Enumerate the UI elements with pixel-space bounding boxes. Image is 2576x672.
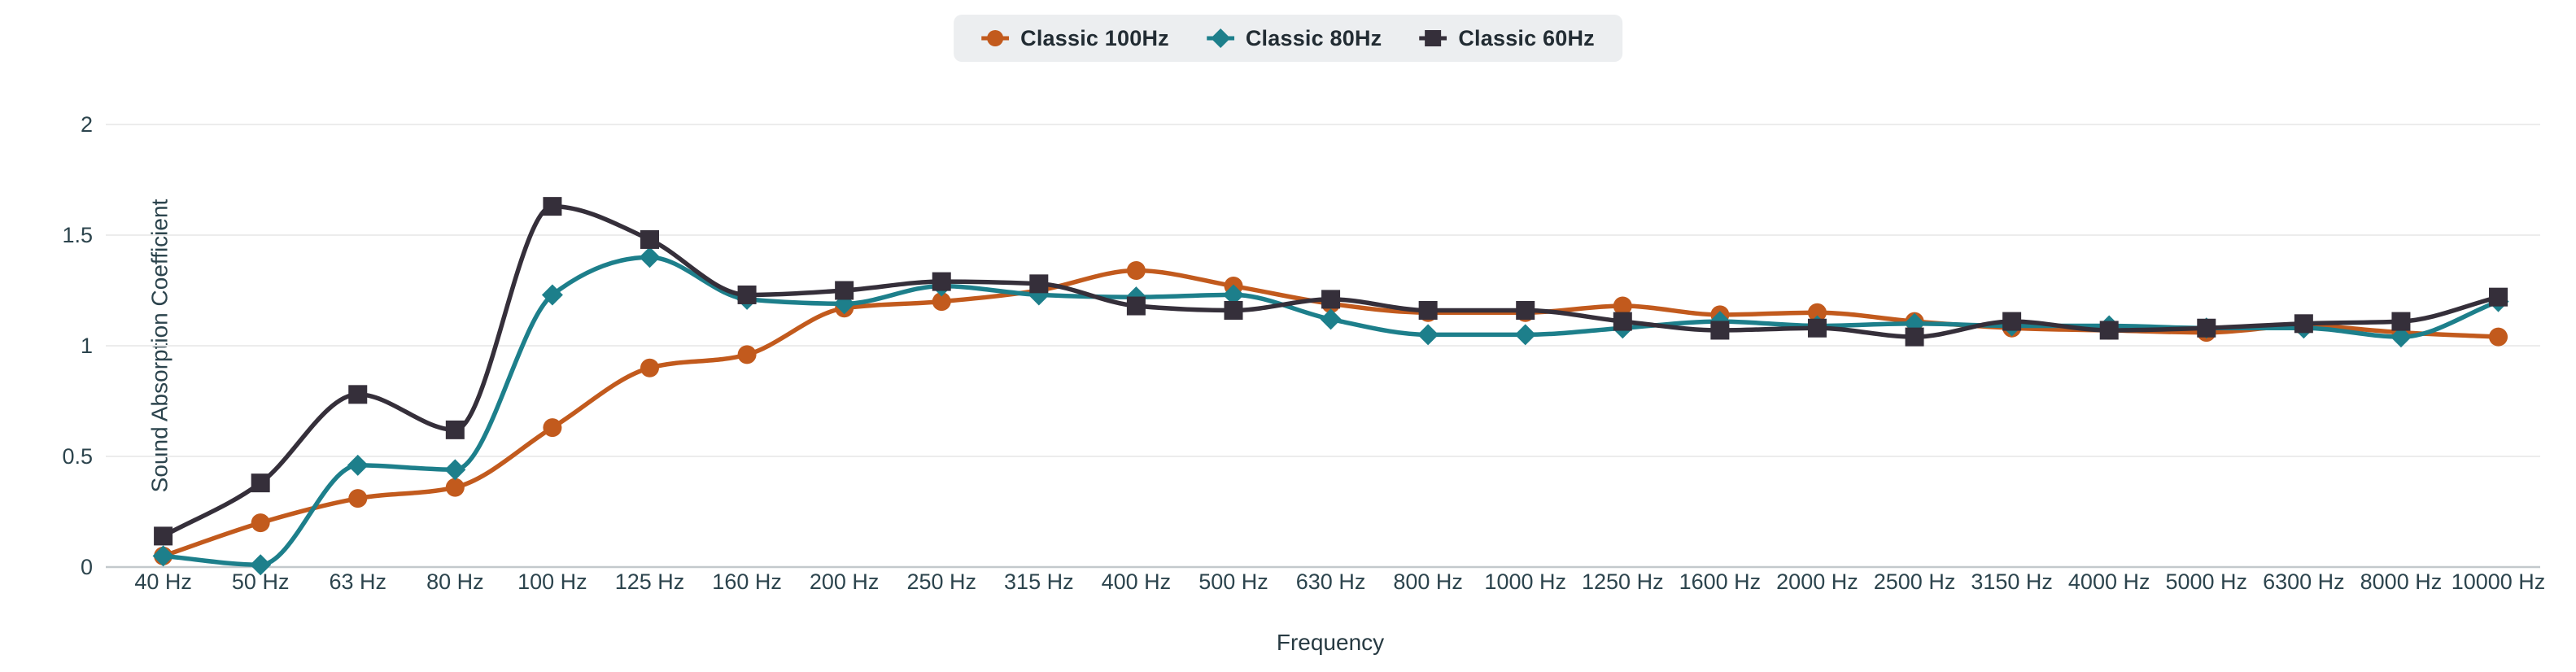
marker-classic-80hz-80-hz[interactable] <box>444 459 466 481</box>
x-tick-label: 3150 Hz <box>1971 569 2053 594</box>
marker-classic-80hz-125-hz[interactable] <box>639 247 661 268</box>
x-tick-label: 2500 Hz <box>1874 569 1956 594</box>
x-tick-label: 40 Hz <box>134 569 192 594</box>
marker-classic-60hz-40-hz[interactable] <box>154 526 173 546</box>
marker-classic-100hz-160-hz[interactable] <box>737 345 757 364</box>
marker-classic-60hz-100-hz[interactable] <box>543 197 562 216</box>
marker-classic-60hz-160-hz[interactable] <box>737 285 757 304</box>
x-axis-title: Frequency <box>1276 630 1385 655</box>
x-tick-label: 4000 Hz <box>2068 569 2150 594</box>
marker-classic-100hz-400-hz[interactable] <box>1126 261 1146 281</box>
marker-classic-100hz-100-hz[interactable] <box>543 418 562 438</box>
x-tick-label: 8000 Hz <box>2360 569 2443 594</box>
marker-classic-60hz-4000-hz[interactable] <box>2099 321 2119 340</box>
marker-classic-60hz-2000-hz[interactable] <box>1807 318 1827 338</box>
marker-classic-60hz-8000-hz[interactable] <box>2391 312 2411 331</box>
x-tick-label: 1000 Hz <box>1484 569 1566 594</box>
marker-classic-100hz-2000-hz[interactable] <box>1807 303 1827 322</box>
marker-classic-60hz-200-hz[interactable] <box>835 281 854 300</box>
x-tick-label: 100 Hz <box>517 569 587 594</box>
x-tick-label: 10000 Hz <box>2452 569 2546 594</box>
marker-classic-60hz-250-hz[interactable] <box>932 272 951 291</box>
marker-classic-60hz-1600-hz[interactable] <box>1710 321 1730 340</box>
marker-classic-80hz-50-hz[interactable] <box>250 554 272 576</box>
series-line-classic-60hz <box>160 203 2501 539</box>
x-tick-label: 800 Hz <box>1393 569 1463 594</box>
marker-classic-60hz-10000-hz[interactable] <box>2489 287 2508 307</box>
marker-classic-60hz-5000-hz[interactable] <box>2197 318 2216 338</box>
legend-label: Classic 60Hz <box>1458 25 1595 50</box>
legend-item-classic-100hz[interactable]: Classic 100Hz <box>981 24 1169 52</box>
y-tick-label: 2 <box>81 112 93 137</box>
marker-classic-80hz-500-hz[interactable] <box>1222 284 1244 306</box>
x-tick-label: 250 Hz <box>906 569 976 594</box>
marker-classic-80hz-630-hz[interactable] <box>1320 308 1342 330</box>
y-tick-label: 1.5 <box>62 223 93 247</box>
legend-label: Classic 100Hz <box>1020 25 1169 50</box>
marker-classic-60hz-315-hz[interactable] <box>1029 274 1049 294</box>
marker-classic-60hz-6300-hz[interactable] <box>2294 314 2313 334</box>
diamond-legend-icon <box>1206 24 1234 52</box>
circle-legend-icon <box>981 24 1010 52</box>
marker-classic-60hz-500-hz[interactable] <box>1224 300 1243 320</box>
marker-classic-100hz-10000-hz[interactable] <box>2489 327 2508 347</box>
marker-classic-60hz-1000-hz[interactable] <box>1516 300 1535 320</box>
marker-classic-100hz-125-hz[interactable] <box>640 358 659 377</box>
marker-classic-100hz-250-hz[interactable] <box>932 292 951 312</box>
marker-classic-80hz-40-hz[interactable] <box>152 545 174 567</box>
marker-classic-60hz-125-hz[interactable] <box>640 229 659 249</box>
marker-classic-60hz-1250-hz[interactable] <box>1613 312 1632 331</box>
x-tick-label: 125 Hz <box>615 569 685 594</box>
y-tick-label: 0.5 <box>62 444 93 469</box>
x-tick-label: 63 Hz <box>329 569 386 594</box>
x-tick-label: 5000 Hz <box>2165 569 2247 594</box>
x-tick-label: 500 Hz <box>1198 569 1268 594</box>
x-tick-label: 2000 Hz <box>1776 569 1858 594</box>
legend-item-classic-80hz[interactable]: Classic 80Hz <box>1206 24 1382 52</box>
marker-classic-80hz-100-hz[interactable] <box>541 284 563 306</box>
x-tick-label: 200 Hz <box>810 569 880 594</box>
chart-legend: Classic 100Hz Classic 80Hz Classic 60Hz <box>954 15 1622 62</box>
square-legend-icon <box>1419 24 1447 52</box>
legend-item-classic-60hz[interactable]: Classic 60Hz <box>1419 24 1595 52</box>
x-tick-label: 160 Hz <box>712 569 782 594</box>
marker-classic-60hz-2500-hz[interactable] <box>1905 327 1924 347</box>
marker-classic-60hz-630-hz[interactable] <box>1321 290 1341 309</box>
marker-classic-60hz-400-hz[interactable] <box>1126 296 1146 316</box>
marker-classic-100hz-63-hz[interactable] <box>348 489 368 508</box>
marker-classic-60hz-80-hz[interactable] <box>445 420 465 439</box>
x-tick-label: 1250 Hz <box>1582 569 1664 594</box>
x-tick-label: 630 Hz <box>1296 569 1366 594</box>
x-tick-label: 6300 Hz <box>2263 569 2345 594</box>
x-tick-label: 315 Hz <box>1004 569 1074 594</box>
x-tick-label: 1600 Hz <box>1679 569 1762 594</box>
marker-classic-60hz-50-hz[interactable] <box>251 473 270 493</box>
marker-classic-80hz-63-hz[interactable] <box>347 454 369 476</box>
marker-classic-80hz-800-hz[interactable] <box>1417 324 1439 346</box>
x-tick-label: 400 Hz <box>1102 569 1172 594</box>
marker-classic-60hz-800-hz[interactable] <box>1418 300 1438 320</box>
marker-classic-100hz-1250-hz[interactable] <box>1613 296 1632 316</box>
marker-classic-80hz-1000-hz[interactable] <box>1514 324 1536 346</box>
legend-label: Classic 80Hz <box>1245 25 1382 50</box>
marker-classic-100hz-50-hz[interactable] <box>251 513 270 533</box>
y-tick-label: 0 <box>81 555 93 579</box>
marker-classic-100hz-80-hz[interactable] <box>445 478 465 497</box>
y-tick-label: 1 <box>81 334 93 358</box>
x-tick-label: 80 Hz <box>426 569 484 594</box>
marker-classic-80hz-8000-hz[interactable] <box>2390 326 2412 348</box>
marker-classic-60hz-63-hz[interactable] <box>348 385 368 404</box>
marker-classic-60hz-3150-hz[interactable] <box>2002 312 2022 331</box>
